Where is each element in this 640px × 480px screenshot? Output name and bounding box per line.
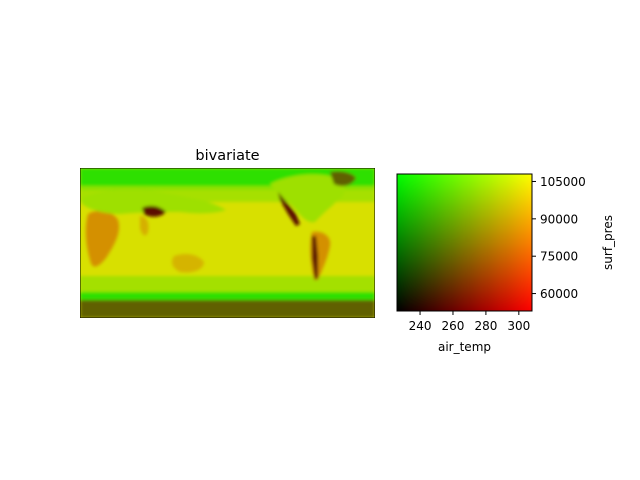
legend-x-tick-label: 260 — [442, 319, 465, 333]
map-land-indian-peninsula — [140, 216, 149, 236]
legend-y-tick-label: 60000 — [540, 287, 578, 301]
bivariate-legend: 240 260 280 300 60000 75000 90000 105000 air_t… — [396, 173, 615, 354]
map-title: bivariate — [195, 148, 259, 164]
map-greenland-ice — [330, 171, 356, 186]
map-land-eurasia — [82, 189, 226, 214]
legend-y-ticks: 60000 75000 90000 105000 — [532, 175, 586, 301]
map-heatmap — [80, 168, 375, 318]
map-land-australia — [172, 254, 204, 273]
legend-y-label: surf_pres — [601, 215, 615, 270]
map-land-north-america — [270, 174, 345, 223]
legend-x-label: air_temp — [438, 340, 491, 354]
legend-y-tick-label: 90000 — [540, 212, 578, 226]
legend-y-tick-label: 105000 — [540, 175, 586, 189]
legend-x-tick-label: 240 — [409, 319, 432, 333]
legend-x-tick-label: 280 — [474, 319, 497, 333]
legend-x-tick-label: 300 — [507, 319, 530, 333]
map-tibetan-plateau — [142, 205, 166, 217]
legend-x-ticks: 240 260 280 300 — [409, 311, 530, 333]
legend-frame — [396, 173, 533, 312]
legend-y-tick-label: 75000 — [540, 250, 578, 264]
map-antarctic-ice — [80, 300, 375, 318]
map-band-south-high — [80, 292, 375, 302]
map-andes — [312, 236, 318, 280]
legend-gradient-right — [397, 174, 532, 311]
map-land-africa — [85, 210, 120, 267]
map-mountains-americas — [278, 192, 300, 226]
